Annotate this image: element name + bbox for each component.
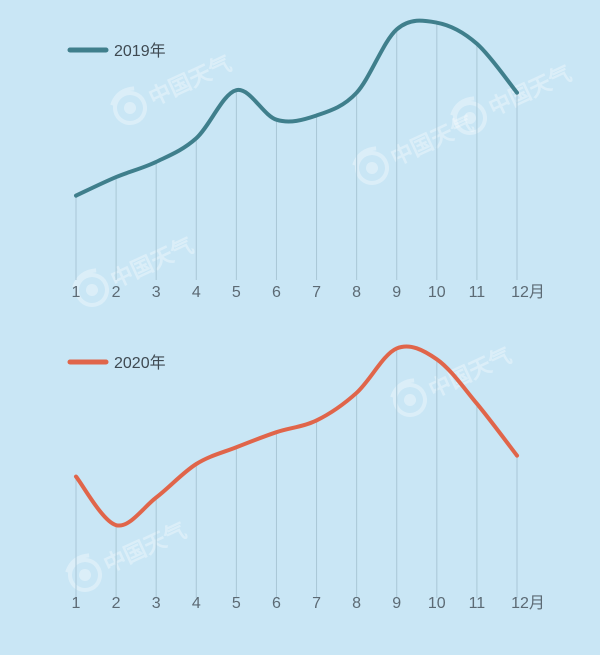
- x-tick-label: 5: [232, 595, 241, 612]
- x-tick-label: 12月: [511, 284, 545, 301]
- x-tick-label: 11: [469, 284, 486, 301]
- x-tick-label: 1: [72, 284, 81, 301]
- series-line: [74, 18, 519, 198]
- legend-label: 2019年: [114, 42, 166, 60]
- weather-logo-icon: [390, 378, 427, 417]
- x-tick-label: 5: [232, 284, 241, 301]
- x-tick-label: 4: [192, 284, 201, 301]
- legend-label: 2020年: [114, 354, 166, 372]
- weather-logo-icon: [65, 553, 102, 592]
- watermark: 中国天气: [352, 111, 477, 185]
- x-tick-label: 7: [312, 284, 321, 301]
- x-tick-label: 12月: [511, 595, 545, 612]
- x-tick-label: 3: [152, 595, 161, 612]
- chart-1: 2019年 1 2 3 4 5 6 7 8 9 10 11 12月: [67, 18, 545, 301]
- series-line: [74, 344, 519, 528]
- x-tick-label: 3: [152, 284, 161, 301]
- x-tick-label: 8: [352, 284, 361, 301]
- weather-logo-icon: [450, 96, 487, 135]
- x-tick-label: 2: [112, 284, 121, 301]
- watermark: 中国天气: [390, 343, 515, 417]
- x-tick-label: 9: [392, 284, 401, 301]
- x-tick-label: 10: [428, 595, 446, 612]
- weather-logo-icon: [72, 268, 109, 307]
- x-tick-label: 2: [112, 595, 121, 612]
- x-tick-label: 4: [192, 595, 201, 612]
- weather-logo-icon: [352, 146, 389, 185]
- weather-logo-icon: [110, 86, 147, 125]
- legend: 2019年: [67, 42, 166, 60]
- x-tick-label: 9: [392, 595, 401, 612]
- watermark-text: 中国天气: [387, 111, 477, 171]
- chart-2: 2020年 1 2 3 4 5 6 7 8 9 10 11 12月: [67, 344, 545, 612]
- x-tick-label: 6: [272, 595, 281, 612]
- x-tick-label: 6: [272, 284, 281, 301]
- x-tick-label: 10: [428, 284, 446, 301]
- x-tick-label: 7: [312, 595, 321, 612]
- x-tick-label: 1: [72, 595, 81, 612]
- legend: 2020年: [67, 354, 166, 372]
- x-tick-label: 8: [352, 595, 361, 612]
- watermark: 中国天气: [72, 233, 197, 307]
- watermark-text: 中国天气: [100, 518, 190, 578]
- x-tick-label: 11: [469, 595, 486, 612]
